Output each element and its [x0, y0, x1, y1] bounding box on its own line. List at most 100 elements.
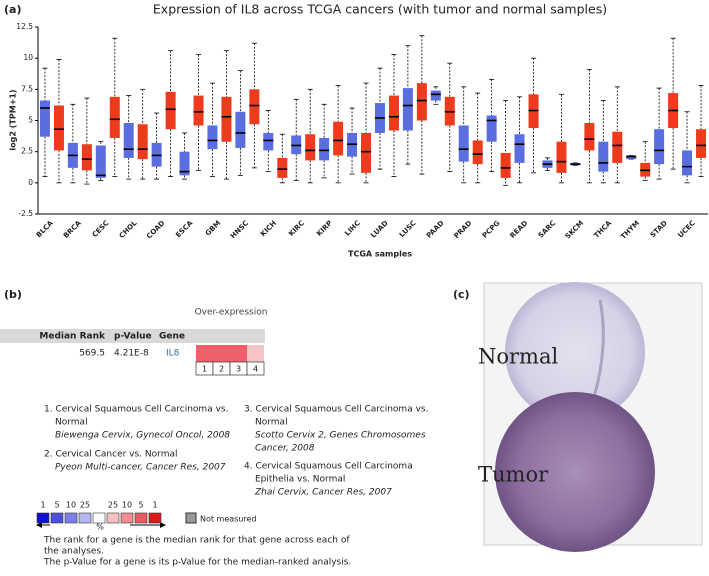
- y-axis-label: log2 (TPM+1): [9, 89, 18, 150]
- item-title: 4. Cervical Squamous Cell Carcinoma: [244, 462, 413, 472]
- box: [654, 129, 665, 165]
- box: [598, 141, 609, 172]
- x-tick-label: LIHC: [343, 219, 361, 237]
- y-tick-label: 12.5: [16, 22, 33, 31]
- box: [235, 111, 246, 148]
- cell-number: 1: [202, 365, 207, 374]
- box: [39, 100, 50, 137]
- scale-swatch: [78, 512, 92, 524]
- item-source: Biewenga Cervix, Gynecol Oncol, 2008: [55, 431, 230, 441]
- box: [277, 157, 288, 178]
- note: The p-Value for a gene is its p-Value fo…: [43, 558, 351, 568]
- box: [486, 115, 497, 142]
- box: [430, 90, 441, 101]
- y-tick-label: 7.5: [21, 84, 33, 93]
- x-tick-label: PAAD: [425, 219, 446, 240]
- x-tick-label: UCEC: [677, 219, 697, 239]
- box: [123, 122, 134, 158]
- y-tick-label: 2.5: [21, 147, 33, 156]
- box: [458, 125, 469, 162]
- percent: %: [96, 523, 104, 532]
- x-tick-label: CHOL: [118, 219, 139, 240]
- scale-label: 25: [80, 501, 90, 510]
- box: [612, 131, 623, 163]
- box: [109, 96, 120, 138]
- normal-tissue: [505, 282, 645, 422]
- y-tick-label: 10: [23, 53, 33, 62]
- x-axis-label: TCGA samples: [348, 250, 412, 259]
- x-tick-label: KIRC: [287, 219, 306, 238]
- box: [472, 140, 483, 165]
- column-header: Gene: [159, 332, 185, 342]
- x-tick-label: SKCM: [564, 219, 585, 240]
- x-tick-label: BLCA: [35, 219, 55, 239]
- heat-cell: [247, 345, 264, 362]
- heading: Over-expression: [195, 308, 268, 318]
- item-source: Cancer, 2008: [255, 444, 315, 454]
- item-title: Normal: [55, 418, 88, 428]
- item-source: Zhai Cervix, Cancer Res, 2007: [254, 488, 392, 498]
- item-title: Epithelia vs. Normal: [255, 475, 345, 485]
- x-tick-label: COAD: [145, 219, 166, 240]
- box: [179, 151, 190, 176]
- panel-label: (c): [453, 288, 470, 301]
- x-tick-label: GBM: [204, 219, 222, 237]
- x-tick-label: CESC: [91, 219, 111, 239]
- item-title: 3. Cervical Squamous Cell Carcinoma vs.: [244, 405, 428, 415]
- note: the analyses.: [44, 547, 104, 557]
- box: [137, 124, 148, 160]
- scale-swatch: [134, 512, 148, 524]
- x-tick-label: PRAD: [453, 219, 474, 240]
- item-title: 1. Cervical Squamous Cell Carcinoma vs.: [44, 405, 228, 415]
- scale-label: 25: [108, 501, 118, 510]
- y-tick-label: 0: [28, 178, 33, 187]
- cell: IL8: [166, 349, 180, 359]
- column-header: Median Rank: [39, 332, 106, 342]
- scale-label: 1: [40, 501, 45, 510]
- scale-label: 5: [138, 501, 143, 510]
- tumor-tissue: [495, 392, 655, 552]
- scale-label: 10: [122, 501, 132, 510]
- scale-swatch: [106, 512, 120, 524]
- panel-label: (b): [4, 288, 22, 301]
- box: [319, 137, 330, 161]
- box: [81, 144, 92, 171]
- scale-swatch: [36, 512, 50, 524]
- x-tick-label: KIRP: [315, 219, 334, 238]
- box: [305, 134, 316, 161]
- box: [263, 132, 274, 151]
- cell-box: [246, 361, 265, 376]
- scale-swatch: [64, 512, 78, 524]
- x-tick-label: HNSC: [229, 219, 250, 240]
- x-tick-label: THYM: [619, 219, 641, 241]
- x-tick-label: KICH: [259, 219, 278, 238]
- box: [361, 132, 372, 173]
- box: [193, 95, 204, 126]
- item-title: 2. Cervical Cancer vs. Normal: [44, 450, 177, 460]
- heat-cell: [196, 345, 213, 362]
- x-tick-label: ESCA: [174, 219, 194, 239]
- box: [221, 96, 232, 142]
- box: [682, 150, 693, 176]
- cell: 569.5: [79, 349, 105, 359]
- panel-label: (a): [4, 3, 21, 16]
- x-tick-label: READ: [509, 219, 530, 240]
- tumor-label: Tumor: [478, 463, 549, 487]
- box: [584, 122, 595, 151]
- box: [165, 91, 176, 130]
- not-measured: Not measured: [200, 515, 257, 524]
- box: [500, 152, 511, 178]
- y-tick-label: 5: [28, 116, 33, 125]
- note: The rank for a gene is the median rank f…: [43, 536, 350, 546]
- x-tick-label: BRCA: [62, 219, 83, 240]
- scale-label: 10: [66, 501, 76, 510]
- box: [95, 145, 106, 178]
- header-bar: [0, 329, 265, 343]
- scale-label: 5: [54, 501, 59, 510]
- scale-swatch: [50, 512, 64, 524]
- cell-number: 4: [253, 365, 258, 374]
- heat-cell: [230, 345, 247, 362]
- box: [556, 141, 567, 173]
- item-source: Pyeon Multi-cancer, Cancer Res, 2007: [55, 463, 226, 473]
